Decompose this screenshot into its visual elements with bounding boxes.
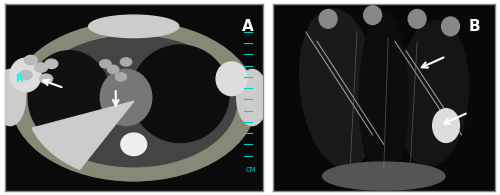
Ellipse shape <box>10 58 41 92</box>
Ellipse shape <box>319 10 337 28</box>
Circle shape <box>34 63 48 72</box>
Ellipse shape <box>12 22 256 181</box>
Ellipse shape <box>432 109 460 142</box>
Circle shape <box>40 74 52 83</box>
Ellipse shape <box>0 69 26 126</box>
Ellipse shape <box>360 13 408 182</box>
Ellipse shape <box>322 162 445 190</box>
Ellipse shape <box>31 36 237 167</box>
Ellipse shape <box>408 10 426 28</box>
Circle shape <box>108 65 119 74</box>
Ellipse shape <box>237 69 268 126</box>
Circle shape <box>24 55 37 65</box>
Ellipse shape <box>88 15 179 38</box>
Wedge shape <box>32 101 134 169</box>
Ellipse shape <box>28 51 110 144</box>
Ellipse shape <box>12 22 256 181</box>
Circle shape <box>120 58 132 66</box>
Circle shape <box>45 59 58 68</box>
Text: B: B <box>468 19 480 34</box>
Text: R: R <box>16 74 23 84</box>
Text: A: A <box>242 19 254 34</box>
Ellipse shape <box>442 17 460 36</box>
Circle shape <box>100 60 111 68</box>
Ellipse shape <box>300 9 379 168</box>
Ellipse shape <box>364 6 382 25</box>
Ellipse shape <box>121 133 146 156</box>
Text: CM: CM <box>246 167 256 173</box>
Circle shape <box>19 70 32 80</box>
Ellipse shape <box>216 62 247 96</box>
Ellipse shape <box>131 45 229 142</box>
Ellipse shape <box>397 21 468 167</box>
Circle shape <box>115 73 126 81</box>
Ellipse shape <box>100 69 152 126</box>
